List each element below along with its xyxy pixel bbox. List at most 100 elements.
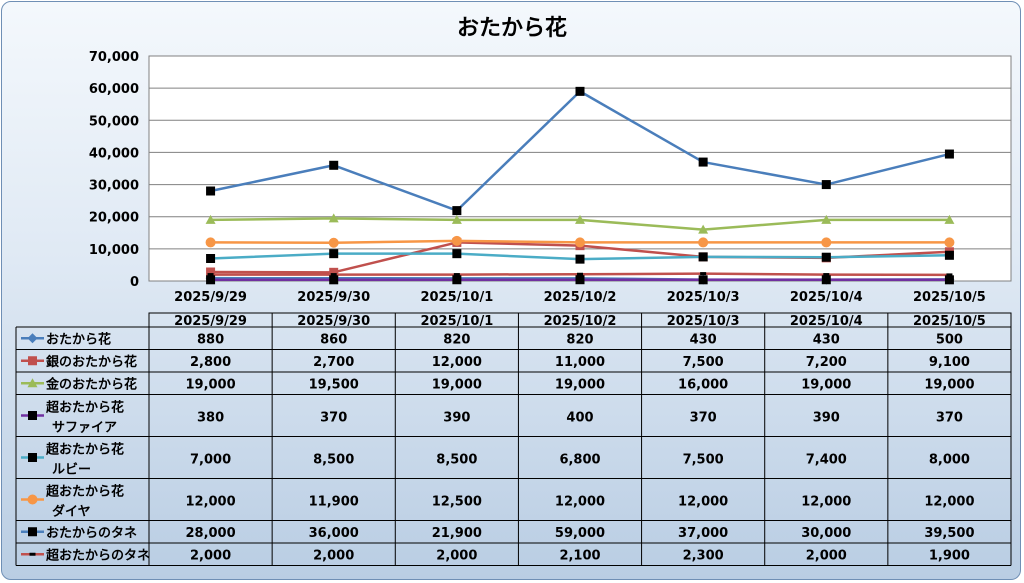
table-cell-value: 16,000 bbox=[678, 377, 728, 392]
data-point bbox=[944, 237, 955, 248]
table-cell-value: 12,000 bbox=[678, 495, 728, 510]
data-point bbox=[944, 149, 954, 159]
series-name: おたから花 bbox=[46, 331, 111, 347]
y-tick-label: 70,000 bbox=[89, 50, 139, 65]
y-tick-label: 0 bbox=[130, 275, 139, 290]
data-point bbox=[328, 237, 339, 248]
table-cell-value: 19,000 bbox=[801, 377, 851, 392]
data-point bbox=[28, 356, 37, 366]
table-cell-value: 19,000 bbox=[432, 377, 482, 392]
data-point bbox=[329, 275, 339, 285]
table-cell-value: 28,000 bbox=[185, 526, 235, 541]
table-cell-value: 12,000 bbox=[801, 495, 851, 510]
table-header-label: 2025/10/4 bbox=[790, 314, 863, 329]
table-cell-value: 860 bbox=[320, 332, 347, 347]
table-cell-value: 1,900 bbox=[929, 548, 970, 563]
data-point bbox=[821, 237, 832, 248]
table-cell-value: 7,000 bbox=[190, 453, 231, 468]
data-point bbox=[821, 275, 831, 285]
data-point bbox=[452, 275, 462, 285]
data-point bbox=[206, 186, 216, 196]
table-cell-value: 19,000 bbox=[185, 377, 235, 392]
data-point bbox=[821, 180, 831, 190]
table-cell-value: 12,000 bbox=[924, 495, 974, 510]
series-name: ルビー bbox=[52, 462, 91, 478]
table-cell-value: 2,700 bbox=[313, 355, 354, 370]
y-tick-label: 10,000 bbox=[89, 243, 139, 258]
table-cell-value: 19,500 bbox=[309, 377, 359, 392]
data-point bbox=[698, 275, 708, 285]
table-cell-value: 400 bbox=[566, 411, 593, 426]
series-name: おたからのタネ bbox=[46, 526, 137, 541]
table-header-label: 2025/10/5 bbox=[913, 314, 986, 329]
data-point bbox=[28, 411, 37, 420]
data-point bbox=[207, 273, 214, 277]
x-tick-label: 2025/10/2 bbox=[544, 290, 617, 305]
data-point bbox=[452, 206, 462, 216]
series-name: 超おたから花 bbox=[46, 442, 124, 458]
y-tick-label: 60,000 bbox=[89, 82, 139, 97]
data-point bbox=[452, 249, 462, 259]
data-point bbox=[700, 272, 707, 276]
table-cell-value: 19,000 bbox=[555, 377, 605, 392]
data-point bbox=[29, 552, 36, 556]
data-point bbox=[821, 252, 831, 262]
data-point bbox=[329, 249, 339, 259]
data-point bbox=[575, 86, 585, 96]
data-point bbox=[27, 378, 38, 388]
table-cell-value: 2,000 bbox=[190, 548, 231, 563]
table-cell-value: 39,500 bbox=[924, 526, 974, 541]
table-header-label: 2025/10/1 bbox=[420, 314, 493, 329]
data-point bbox=[698, 224, 709, 234]
data-point bbox=[944, 250, 954, 260]
table-cell-value: 7,500 bbox=[683, 355, 724, 370]
y-tick-label: 50,000 bbox=[89, 114, 139, 129]
table-cell-value: 500 bbox=[936, 332, 963, 347]
table-header-label: 2025/9/30 bbox=[297, 314, 370, 329]
table-cell-value: 59,000 bbox=[555, 526, 605, 541]
table-cell-value: 2,000 bbox=[806, 548, 847, 563]
data-point bbox=[451, 214, 462, 224]
data-point bbox=[28, 453, 37, 462]
series-name: サファイア bbox=[52, 421, 117, 436]
x-tick-label: 2025/9/30 bbox=[297, 290, 370, 305]
data-point bbox=[205, 214, 216, 224]
table-cell-value: 380 bbox=[197, 411, 224, 426]
table-cell-value: 8,500 bbox=[313, 453, 354, 468]
table-header-label: 2025/9/29 bbox=[174, 314, 247, 329]
data-point bbox=[698, 252, 708, 262]
table-cell-value: 12,000 bbox=[432, 355, 482, 370]
y-tick-label: 40,000 bbox=[89, 146, 139, 161]
x-tick-label: 2025/9/29 bbox=[174, 290, 247, 305]
table-cell-value: 30,000 bbox=[801, 526, 851, 541]
table-cell-value: 390 bbox=[813, 411, 840, 426]
data-point bbox=[451, 235, 462, 246]
table-cell-value: 11,000 bbox=[555, 355, 605, 370]
table-cell-value: 9,100 bbox=[929, 355, 970, 370]
table-cell-value: 7,400 bbox=[806, 453, 847, 468]
table-cell-value: 370 bbox=[936, 411, 963, 426]
x-tick-label: 2025/10/1 bbox=[420, 290, 493, 305]
table-cell-value: 12,000 bbox=[185, 495, 235, 510]
y-tick-label: 30,000 bbox=[89, 179, 139, 194]
table-cell-value: 12,500 bbox=[432, 495, 482, 510]
data-point bbox=[575, 214, 585, 224]
x-tick-label: 2025/10/3 bbox=[667, 290, 740, 305]
table-cell-value: 8,000 bbox=[929, 453, 970, 468]
table-cell-value: 36,000 bbox=[309, 526, 359, 541]
table-header-label: 2025/10/2 bbox=[544, 314, 617, 329]
series-name: 超おたから花 bbox=[46, 400, 124, 416]
data-point bbox=[330, 273, 337, 277]
table-cell-value: 430 bbox=[813, 332, 840, 347]
table-cell-value: 2,000 bbox=[436, 548, 477, 563]
table-cell-value: 820 bbox=[443, 332, 470, 347]
table-cell-value: 2,800 bbox=[190, 355, 231, 370]
y-tick-label: 20,000 bbox=[89, 211, 139, 226]
data-point bbox=[27, 333, 38, 344]
data-point bbox=[206, 254, 216, 263]
table-cell-value: 37,000 bbox=[678, 526, 728, 541]
data-point bbox=[944, 275, 954, 285]
data-point bbox=[575, 275, 585, 285]
